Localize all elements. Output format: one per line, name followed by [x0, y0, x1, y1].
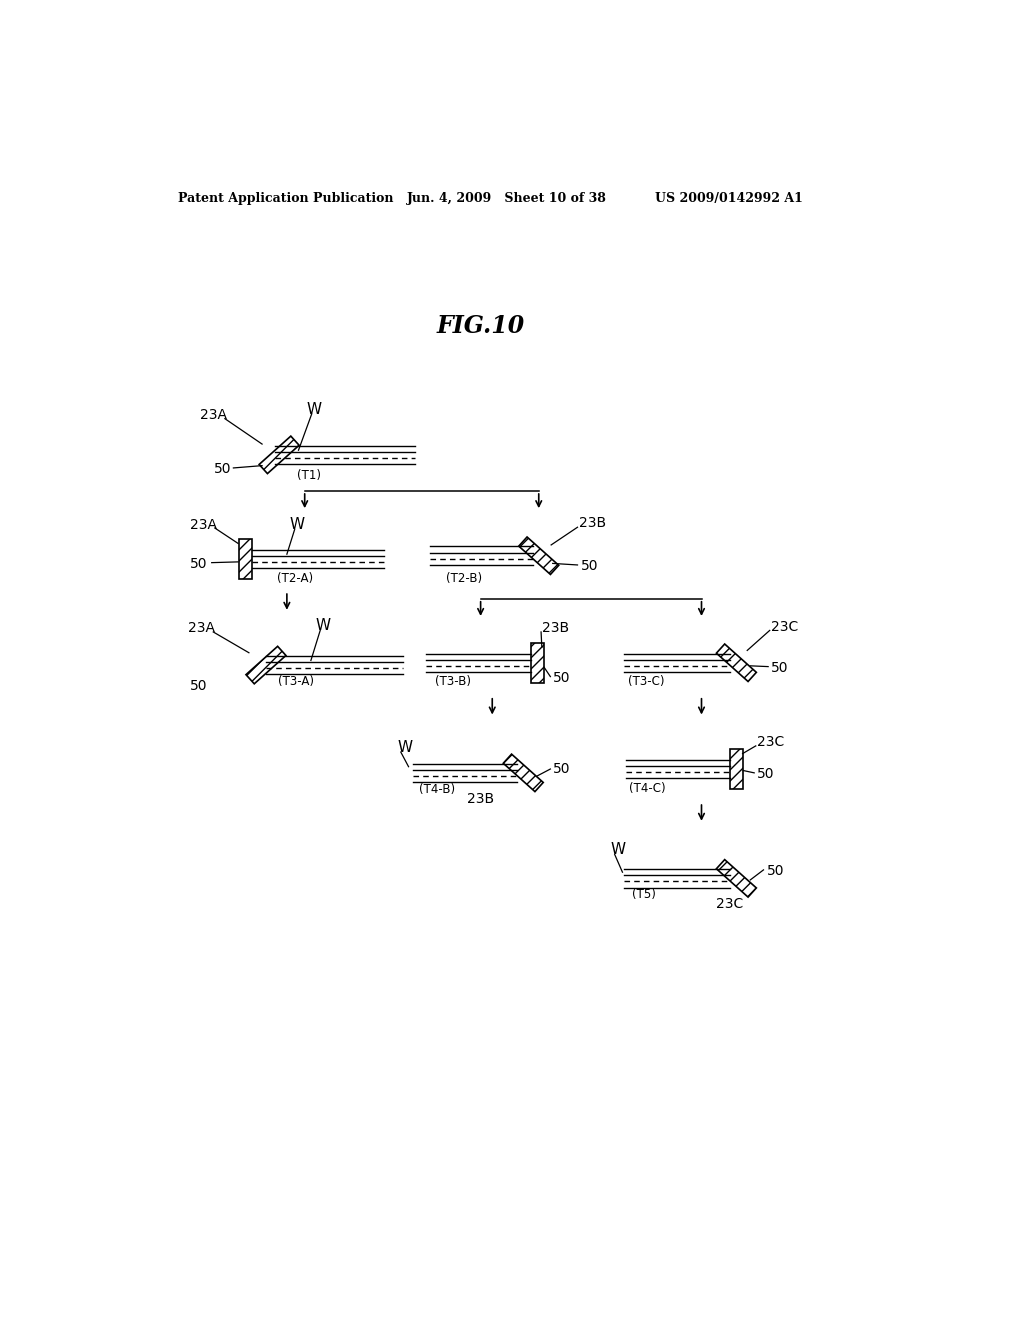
- Polygon shape: [519, 537, 559, 574]
- Text: (T2-B): (T2-B): [445, 572, 482, 585]
- Text: 50: 50: [553, 762, 570, 776]
- Polygon shape: [259, 436, 299, 474]
- Text: 50: 50: [190, 678, 208, 693]
- Text: 23C: 23C: [771, 619, 799, 634]
- Text: 50: 50: [214, 462, 231, 475]
- Bar: [240, 539, 252, 578]
- Text: Jun. 4, 2009   Sheet 10 of 38: Jun. 4, 2009 Sheet 10 of 38: [407, 191, 607, 205]
- Text: 23B: 23B: [542, 622, 569, 635]
- Text: 23A: 23A: [190, 517, 217, 532]
- Text: FIG.10: FIG.10: [436, 314, 524, 338]
- Text: (T3-A): (T3-A): [278, 676, 313, 689]
- Text: 23B: 23B: [467, 792, 495, 807]
- Text: W: W: [610, 842, 626, 858]
- Text: 50: 50: [553, 671, 570, 685]
- Text: US 2009/0142992 A1: US 2009/0142992 A1: [655, 191, 803, 205]
- Text: 50: 50: [581, 560, 598, 573]
- Text: 23C: 23C: [758, 735, 784, 748]
- Text: (T4-C): (T4-C): [629, 781, 666, 795]
- Polygon shape: [246, 647, 286, 684]
- Text: W: W: [306, 401, 322, 417]
- Text: 50: 50: [190, 557, 208, 572]
- Text: 23B: 23B: [579, 516, 606, 531]
- Polygon shape: [503, 754, 544, 792]
- Text: (T1): (T1): [297, 469, 321, 482]
- Bar: [530, 643, 544, 682]
- Text: 23C: 23C: [716, 896, 743, 911]
- Text: 50: 50: [767, 863, 784, 878]
- Text: (T2-A): (T2-A): [276, 572, 313, 585]
- Text: (T4-B): (T4-B): [419, 783, 455, 796]
- Text: W: W: [290, 517, 304, 532]
- Text: (T5): (T5): [632, 888, 655, 902]
- Text: W: W: [397, 741, 413, 755]
- Text: (T3-C): (T3-C): [628, 676, 665, 689]
- Polygon shape: [717, 859, 757, 898]
- Text: 50: 50: [771, 661, 788, 675]
- Text: W: W: [315, 618, 331, 634]
- Text: (T3-B): (T3-B): [435, 676, 471, 689]
- Text: 23A: 23A: [200, 408, 226, 422]
- Polygon shape: [717, 644, 757, 681]
- Bar: [730, 748, 743, 789]
- Text: Patent Application Publication: Patent Application Publication: [178, 191, 394, 205]
- Text: 23A: 23A: [188, 622, 215, 635]
- Text: 50: 50: [758, 767, 775, 781]
